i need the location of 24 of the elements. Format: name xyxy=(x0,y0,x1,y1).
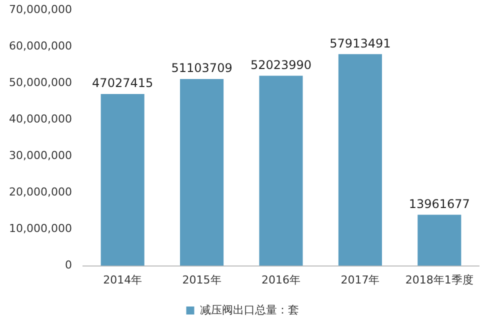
y-tick-label: 10,000,000 xyxy=(8,222,72,236)
y-tick-label: 40,000,000 xyxy=(8,112,72,126)
bar xyxy=(259,76,303,266)
bar xyxy=(100,94,144,266)
legend-label: 减压阀出口总量：套 xyxy=(200,303,299,316)
x-tick-label: 2018年1季度 xyxy=(405,273,474,286)
y-tick-label: 20,000,000 xyxy=(8,186,72,199)
y-tick-label: 30,000,000 xyxy=(8,149,72,162)
bar xyxy=(418,214,462,266)
data-label: 13961677 xyxy=(408,196,470,211)
y-tick-label: 0 xyxy=(64,258,72,272)
y-tick-label: 50,000,000 xyxy=(8,76,72,89)
data-label: 57913491 xyxy=(330,36,391,50)
x-tick-label: 2017年 xyxy=(340,273,380,286)
data-label: 52023990 xyxy=(250,58,312,72)
x-tick-label: 2014年 xyxy=(103,273,142,286)
bar xyxy=(180,79,224,266)
x-tick-label: 2016年 xyxy=(261,273,300,286)
data-label: 47027415 xyxy=(92,76,154,90)
x-tick-label: 2015年 xyxy=(182,273,222,286)
bar xyxy=(338,54,382,266)
y-tick-label: 70,000,000 xyxy=(8,2,72,16)
data-label: 51103709 xyxy=(171,61,232,76)
y-tick-label: 60,000,000 xyxy=(8,39,72,52)
